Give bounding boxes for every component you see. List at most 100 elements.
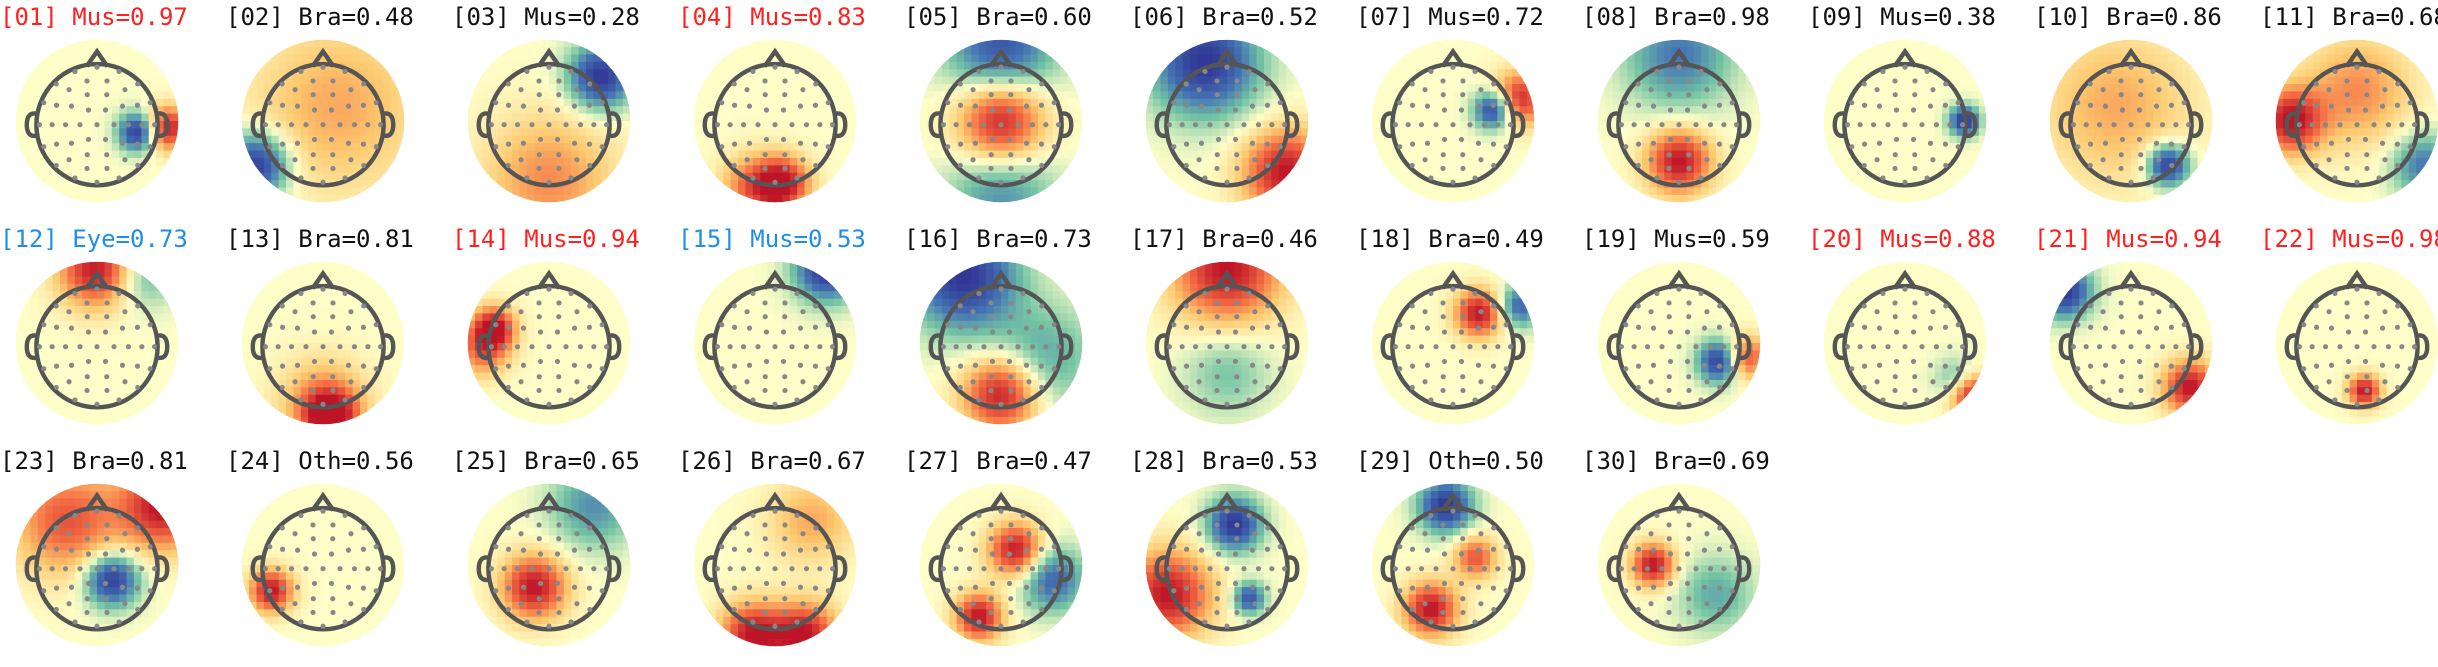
electrode-dot [2153,362,2160,368]
electrode-dot [2313,102,2320,108]
electrode-dot [373,366,379,372]
electrode-dot [72,512,78,519]
electrode-dot [348,157,354,163]
electrode-dot [2128,122,2134,128]
electrode-dot [373,588,379,594]
electrode-dot [2118,152,2124,158]
electrode-dot [1023,140,1030,146]
electrode-dot [1654,68,1660,75]
electrode-dot [1051,544,1057,550]
component-label: [23] Bra=0.81 [0,447,188,475]
electrode-dot [279,546,286,552]
electrode-dot [66,309,72,315]
topomap-cell: [02] Bra=0.48 [226,0,451,222]
electrode-dot [84,314,90,320]
electrode-dot [53,162,59,169]
electrode-dot [537,136,544,142]
topomap [1145,39,1309,203]
topomap-cell: [29] Oth=0.50 [1356,444,1581,666]
nose-outline [1666,491,1692,512]
electrode-dot [1927,140,1934,146]
electrode-dot [546,344,552,350]
electrode-dot [1650,584,1657,590]
electrode-dot [1930,309,1936,315]
electrode-dot [292,157,298,163]
electrode-dot [762,152,768,158]
electrode-dot [998,179,1004,185]
electrode-dot [2138,78,2144,84]
electrode-dot [104,314,110,320]
electrode-dot [1198,325,1205,331]
nose-outline [2118,47,2144,68]
electrode-dot [1166,122,1173,128]
electrode-dot [1910,107,1917,113]
electrode-dot [94,122,100,128]
head-outline [34,61,160,188]
electrode-dot [2362,358,2369,364]
electrode-dot [1234,300,1240,306]
electrode-dot [2344,374,2350,380]
electrode-dot [2362,329,2369,335]
electrode-dot [2138,374,2144,380]
electrode-dot [119,547,126,553]
electrode-dot [1006,136,1013,142]
electrode-dot [1171,544,1177,550]
electrode-dot [1892,300,1898,306]
electrode-dot [2106,397,2112,403]
electrode-dot [1631,344,1637,350]
electrode-dot [2075,100,2081,106]
electrode-dot [2395,303,2401,309]
electrode-dot [1666,596,1672,602]
ear-outline [1739,555,1752,583]
electrode-dot [2136,329,2143,335]
electrode-dot [520,584,527,590]
electrode-dot [2138,152,2144,158]
electrode-dot [2395,81,2401,87]
electrode-dot [2382,87,2388,93]
electrode-dot [85,329,92,335]
electrode-dot [554,580,561,586]
electrode-dot [797,140,804,146]
electrode-dot [2364,78,2370,84]
head-outline [1390,505,1516,632]
electrode-dot [1676,286,1682,292]
electrode-dot [1910,329,1917,335]
electrode-dot [981,566,987,572]
electrode-dot [1450,401,1456,407]
topomap [2275,39,2438,203]
electrode-dot [505,162,511,169]
electrode-dot [520,325,527,331]
topomap-cell: [28] Bra=0.53 [1130,444,1355,666]
electrode-dot [1676,401,1682,407]
electrode-dot [122,379,128,385]
electrode-dot [104,596,110,602]
electrode-dot [294,325,301,331]
electrode-dot [772,64,778,70]
topomap-cell: [30] Bra=0.69 [1582,444,1807,666]
electrode-dot [2313,303,2319,309]
electrode-dot [2332,175,2338,181]
electrode-dot [1409,324,1416,330]
electrode-dot [1733,566,1740,572]
electrode-dot [1214,522,1220,528]
electrode-dot [66,379,72,385]
electrode-dot [1490,102,1497,108]
electrode-dot [1635,525,1641,531]
electrode-dot [361,162,367,169]
topomap-cell: [23] Bra=0.81 [0,444,225,666]
electrode-dot [514,122,521,128]
electrode-dot [1441,358,1448,364]
component-label: [11] Bra=0.68 [2260,3,2438,31]
head-outline [260,505,386,632]
electrode-dot [1478,157,1484,163]
electrode-dot [1698,512,1704,519]
electrode-dot [1246,397,1252,403]
electrode-dot [1234,314,1240,320]
electrode-dot [574,87,580,93]
electrode-dot [2301,100,2307,106]
electrode-dot [2326,379,2332,385]
component-label: [24] Oth=0.56 [226,447,414,475]
electrode-dot [1704,157,1710,163]
electrode-dot [2322,122,2329,128]
electrode-dot [505,384,511,391]
